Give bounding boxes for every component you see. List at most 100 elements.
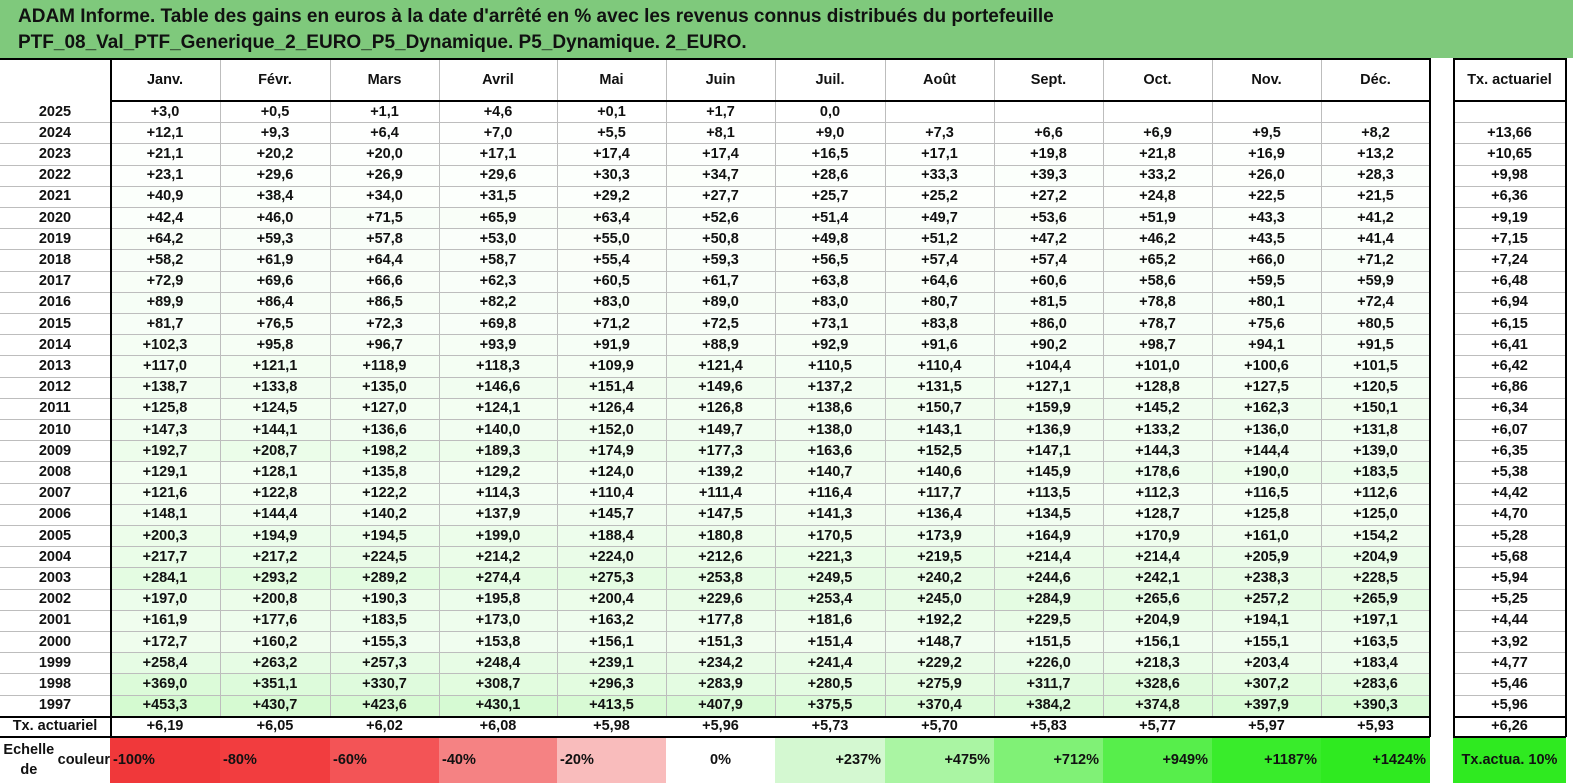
table-cell: +330,7 <box>330 673 439 695</box>
table-cell: +6,9 <box>1103 122 1212 144</box>
year-label: 1997 <box>38 697 72 714</box>
year-label: 2000 <box>38 633 72 650</box>
table-cell: +253,8 <box>666 567 775 589</box>
table-cell: +155,3 <box>330 631 439 653</box>
color-scale-swatch: +1424% <box>1321 737 1430 783</box>
row-gridline <box>0 525 1430 526</box>
table-cell: +218,3 <box>1103 652 1212 674</box>
table-cell: +135,0 <box>330 376 439 398</box>
table-cell: +41,4 <box>1321 228 1430 250</box>
table-cell: +20,0 <box>330 143 439 165</box>
table-cell: +124,0 <box>557 461 666 483</box>
table-cell: +116,5 <box>1212 482 1321 504</box>
row-gridline <box>1453 483 1566 484</box>
table-cell: +6,6 <box>994 122 1103 144</box>
legend-label: Echelle de couleur <box>0 737 110 783</box>
table-cell: +219,5 <box>885 546 994 568</box>
table-cell: +214,4 <box>994 546 1103 568</box>
table-cell: +34,0 <box>330 185 439 207</box>
table-cell: +150,1 <box>1321 397 1430 419</box>
table-cell: +244,6 <box>994 567 1103 589</box>
table-cell: +93,9 <box>439 334 557 356</box>
table-cell: +101,0 <box>1103 355 1212 377</box>
legend-tx-line1: Tx. <box>1461 752 1483 768</box>
color-scale-swatch: -40% <box>439 737 557 783</box>
table-cell: +95,8 <box>220 334 330 356</box>
tx-border-footer-top <box>1453 716 1566 718</box>
table-cell: +17,4 <box>557 143 666 165</box>
tx-actuariel-cell: +7,24 <box>1491 251 1528 268</box>
row-gridline <box>0 313 1430 314</box>
table-cell: +91,6 <box>885 334 994 356</box>
table-cell: +124,5 <box>220 397 330 419</box>
table-cell: +41,2 <box>1321 207 1430 229</box>
legend-label-line2: couleur <box>57 752 110 768</box>
table-cell: +139,0 <box>1321 440 1430 462</box>
table-cell: +234,2 <box>666 652 775 674</box>
table-cell: +125,0 <box>1321 503 1430 525</box>
table-cell: +397,9 <box>1212 694 1321 716</box>
table-cell: +39,3 <box>994 164 1103 186</box>
table-cell: +275,9 <box>885 673 994 695</box>
table-cell: +117,7 <box>885 482 994 504</box>
table-cell: +145,2 <box>1103 397 1212 419</box>
table-cell: +66,6 <box>330 270 439 292</box>
table-cell: +265,6 <box>1103 588 1212 610</box>
table-cell: +214,4 <box>1103 546 1212 568</box>
table-cell: +111,4 <box>666 482 775 504</box>
table-cell: +149,7 <box>666 419 775 441</box>
table-cell: +208,7 <box>220 440 330 462</box>
table-cell: +188,4 <box>557 525 666 547</box>
table-cell: +72,5 <box>666 313 775 335</box>
year-label: 2013 <box>38 357 72 374</box>
table-cell: +178,6 <box>1103 461 1212 483</box>
table-cell: +116,4 <box>775 482 885 504</box>
footer-label: Tx. actuariel <box>12 718 98 735</box>
table-cell: +164,9 <box>994 525 1103 547</box>
table-cell: +4,6 <box>439 101 557 123</box>
footer-tx-cell: +6,05 <box>256 718 294 735</box>
row-gridline <box>0 504 1430 505</box>
row-gridline <box>1453 631 1566 632</box>
column-gridline <box>885 58 886 716</box>
tx-actuariel-cell: +5,46 <box>1491 675 1528 692</box>
table-cell: +1,1 <box>330 101 439 123</box>
table-cell: +3,0 <box>110 101 220 123</box>
table-cell: +144,4 <box>220 503 330 525</box>
table-cell: +161,0 <box>1212 525 1321 547</box>
row-gridline <box>1453 292 1566 293</box>
table-cell: +55,0 <box>557 228 666 250</box>
table-cell: +66,0 <box>1212 249 1321 271</box>
row-gridline <box>1453 461 1566 462</box>
table-cell: +257,2 <box>1212 588 1321 610</box>
table-cell: +214,2 <box>439 546 557 568</box>
table-cell: +102,3 <box>110 334 220 356</box>
table-cell <box>1321 101 1430 123</box>
color-scale-swatch: +475% <box>885 737 994 783</box>
table-cell: +139,2 <box>666 461 775 483</box>
table-cell: +129,1 <box>110 461 220 483</box>
table-cell: +58,6 <box>1103 270 1212 292</box>
color-scale-swatch: +237% <box>775 737 885 783</box>
report-title-line2: PTF_08_Val_PTF_Generique_2_EURO_P5_Dynam… <box>18 32 747 53</box>
tx-actuariel-cell: +4,44 <box>1491 612 1528 629</box>
table-cell: +125,8 <box>1212 503 1321 525</box>
year-label: 2009 <box>38 442 72 459</box>
table-cell <box>885 101 994 123</box>
table-cell: +64,4 <box>330 249 439 271</box>
table-cell: +91,5 <box>1321 334 1430 356</box>
table-cell: +375,5 <box>775 694 885 716</box>
tx-border-left <box>1453 58 1455 737</box>
table-cell: +289,2 <box>330 567 439 589</box>
table-cell: +183,5 <box>330 609 439 631</box>
table-cell: +23,1 <box>110 164 220 186</box>
row-gridline <box>1453 143 1566 144</box>
table-cell: +200,8 <box>220 588 330 610</box>
table-cell: +38,4 <box>220 185 330 207</box>
table-cell: +194,1 <box>1212 609 1321 631</box>
tx-actuariel-cell: +6,34 <box>1491 400 1528 417</box>
footer-tx-cell: +5,96 <box>702 718 739 735</box>
year-label: 2015 <box>38 315 72 332</box>
table-cell: +80,7 <box>885 291 994 313</box>
